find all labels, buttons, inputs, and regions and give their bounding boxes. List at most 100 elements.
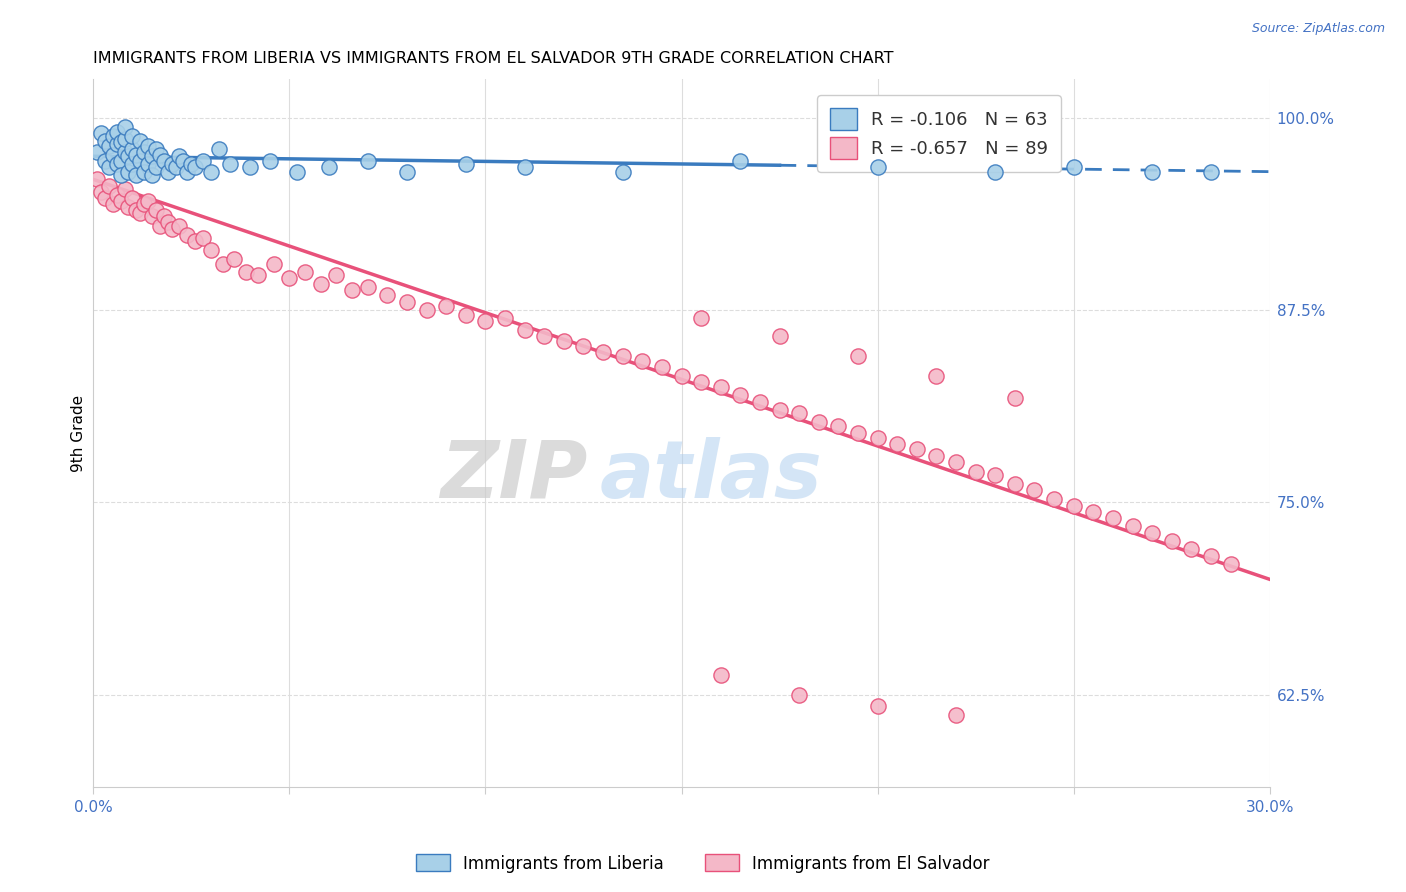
Point [125, 147, 148, 161]
Point [160, 221, 183, 235]
Point [768, 403, 790, 417]
Point [129, 206, 152, 220]
Point [136, 194, 159, 208]
Point [651, 359, 673, 374]
Point [905, 442, 928, 456]
Legend: R = -0.106   N = 63, R = -0.657   N = 89: R = -0.106 N = 63, R = -0.657 N = 89 [817, 95, 1060, 172]
Point [375, 287, 398, 301]
Point [846, 349, 869, 363]
Point [125, 168, 148, 182]
Point [156, 164, 179, 178]
Point [278, 270, 301, 285]
Point [184, 234, 207, 248]
Point [94, 134, 117, 148]
Point [285, 164, 308, 178]
Point [787, 688, 810, 702]
Point [145, 203, 167, 218]
Point [592, 344, 614, 359]
Point [612, 349, 634, 363]
Point [318, 160, 340, 174]
Point [710, 380, 733, 394]
Point [1219, 557, 1241, 571]
Point [612, 164, 634, 178]
Point [1083, 505, 1105, 519]
Point [141, 209, 163, 223]
Point [827, 418, 849, 433]
Point [160, 157, 183, 171]
Point [572, 338, 595, 352]
Point [134, 197, 156, 211]
Point [149, 219, 172, 233]
Point [259, 153, 281, 168]
Point [110, 153, 132, 168]
Point [121, 157, 143, 171]
Point [134, 164, 156, 178]
Point [513, 323, 536, 337]
Point [125, 203, 148, 218]
Point [169, 219, 191, 233]
Point [866, 698, 889, 713]
Point [86, 172, 108, 186]
Text: ZIP: ZIP [440, 437, 588, 515]
Point [1004, 391, 1026, 405]
Point [97, 160, 120, 174]
Point [105, 187, 128, 202]
Text: atlas: atlas [599, 437, 823, 515]
Point [156, 215, 179, 229]
Point [105, 157, 128, 171]
Point [136, 138, 159, 153]
Point [184, 160, 207, 174]
Point [925, 450, 948, 464]
Point [97, 138, 120, 153]
Point [141, 168, 163, 182]
Point [768, 329, 790, 343]
Point [101, 147, 124, 161]
Point [309, 277, 332, 291]
Point [787, 406, 810, 420]
Point [211, 257, 233, 271]
Point [94, 191, 117, 205]
Y-axis label: 9th Grade: 9th Grade [72, 394, 86, 472]
Point [219, 157, 242, 171]
Point [325, 268, 347, 282]
Point [114, 132, 136, 146]
Point [1199, 549, 1222, 564]
Point [110, 168, 132, 182]
Point [136, 157, 159, 171]
Point [513, 160, 536, 174]
Point [117, 200, 139, 214]
Point [208, 142, 231, 156]
Text: Source: ZipAtlas.com: Source: ZipAtlas.com [1251, 22, 1385, 36]
Point [86, 145, 108, 159]
Point [494, 310, 516, 325]
Point [434, 298, 457, 312]
Point [191, 153, 214, 168]
Point [200, 164, 222, 178]
Point [94, 153, 117, 168]
Point [97, 178, 120, 193]
Point [1063, 499, 1085, 513]
Point [1063, 160, 1085, 174]
Point [945, 707, 967, 722]
Point [866, 431, 889, 445]
Point [176, 164, 198, 178]
Point [114, 120, 136, 134]
Point [129, 153, 152, 168]
Point [101, 129, 124, 144]
Point [263, 257, 285, 271]
Point [117, 164, 139, 178]
Point [553, 334, 575, 348]
Point [110, 194, 132, 208]
Point [1140, 164, 1163, 178]
Point [191, 231, 214, 245]
Point [121, 129, 143, 144]
Point [965, 465, 987, 479]
Point [1043, 492, 1066, 507]
Point [165, 160, 187, 174]
Point [1102, 511, 1125, 525]
Point [1024, 483, 1046, 497]
Point [1180, 541, 1202, 556]
Point [101, 197, 124, 211]
Point [114, 145, 136, 159]
Point [1199, 164, 1222, 178]
